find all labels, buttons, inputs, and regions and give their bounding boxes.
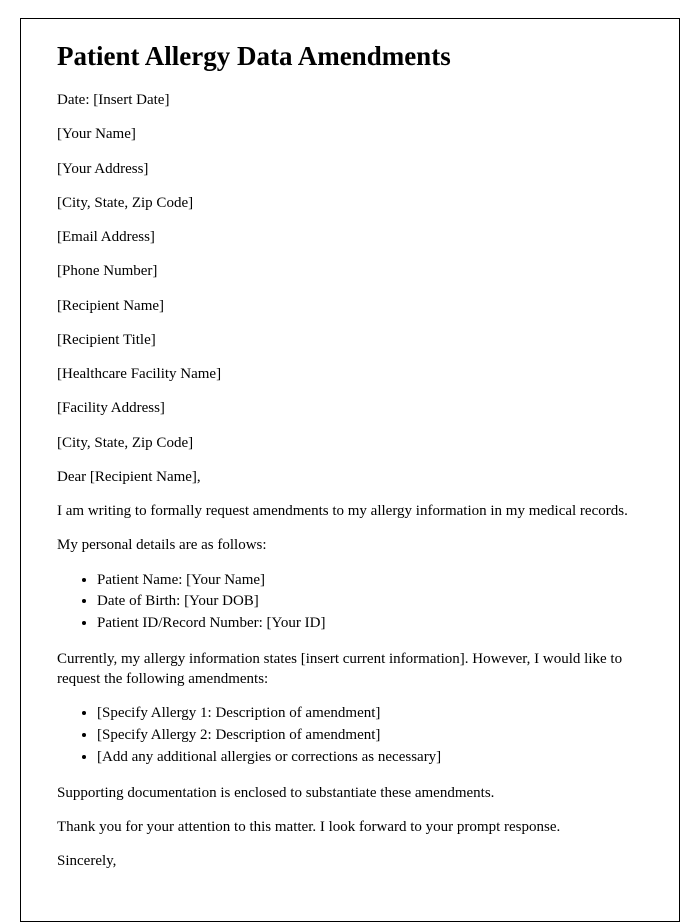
list-item: Patient ID/Record Number: [Your ID]: [97, 613, 643, 635]
header-line: Date: [Insert Date]: [57, 90, 643, 110]
thanks-paragraph: Thank you for your attention to this mat…: [57, 817, 643, 837]
header-line: [Phone Number]: [57, 261, 643, 281]
header-line: [Your Name]: [57, 124, 643, 144]
header-line: [Your Address]: [57, 159, 643, 179]
header-line: [Email Address]: [57, 227, 643, 247]
header-line: [City, State, Zip Code]: [57, 193, 643, 213]
closing: Sincerely,: [57, 851, 643, 871]
list-item: [Add any additional allergies or correct…: [97, 747, 643, 769]
supporting-paragraph: Supporting documentation is enclosed to …: [57, 783, 643, 803]
list-item: [Specify Allergy 1: Description of amend…: [97, 703, 643, 725]
document-page: Patient Allergy Data Amendments Date: [I…: [20, 18, 680, 922]
details-intro: My personal details are as follows:: [57, 535, 643, 555]
header-line: [City, State, Zip Code]: [57, 433, 643, 453]
amendment-intro: Currently, my allergy information states…: [57, 649, 643, 690]
header-line: [Recipient Name]: [57, 296, 643, 316]
amendment-list: [Specify Allergy 1: Description of amend…: [97, 703, 643, 768]
list-item: [Specify Allergy 2: Description of amend…: [97, 725, 643, 747]
salutation: Dear [Recipient Name],: [57, 467, 643, 487]
list-item: Patient Name: [Your Name]: [97, 570, 643, 592]
header-line: [Healthcare Facility Name]: [57, 364, 643, 384]
header-line: [Recipient Title]: [57, 330, 643, 350]
list-item: Date of Birth: [Your DOB]: [97, 591, 643, 613]
details-list: Patient Name: [Your Name] Date of Birth:…: [97, 570, 643, 635]
page-title: Patient Allergy Data Amendments: [57, 41, 643, 72]
intro-paragraph: I am writing to formally request amendme…: [57, 501, 643, 521]
header-line: [Facility Address]: [57, 398, 643, 418]
